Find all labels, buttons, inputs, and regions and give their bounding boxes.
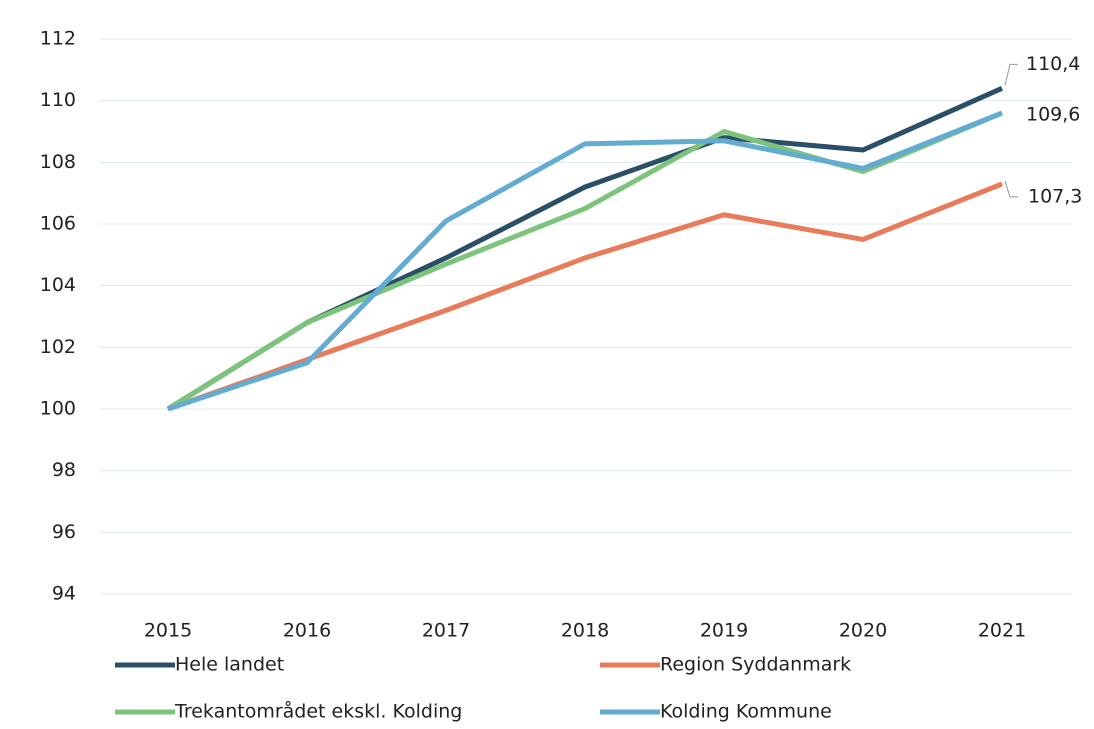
data-label: 110,4 <box>1026 53 1080 75</box>
y-tick-label: 100 <box>40 398 76 420</box>
y-tick-label: 104 <box>40 274 76 296</box>
x-tick-label: 2020 <box>839 620 887 642</box>
leader-line <box>1004 63 1018 86</box>
legend-label: Kolding Kommune <box>660 701 832 723</box>
data-label: 109,6 <box>1026 104 1080 126</box>
y-tick-label: 106 <box>40 213 76 235</box>
y-tick-label: 98 <box>52 459 76 481</box>
x-tick-label: 2021 <box>978 620 1026 642</box>
series-line <box>167 181 1003 412</box>
y-tick-label: 112 <box>40 28 76 50</box>
data-label: 107,3 <box>1028 185 1082 207</box>
x-tick-label: 2015 <box>144 620 192 642</box>
series-line <box>167 110 1003 412</box>
legend-label: Region Syddanmark <box>660 654 851 676</box>
x-tick-label: 2019 <box>700 620 748 642</box>
y-tick-label: 96 <box>52 521 76 543</box>
y-tick-label: 102 <box>40 336 76 358</box>
x-tick-label: 2016 <box>283 620 331 642</box>
x-tick-label: 2017 <box>422 620 470 642</box>
series-line <box>166 110 1003 412</box>
y-tick-label: 108 <box>40 151 76 173</box>
y-tick-label: 94 <box>52 583 76 605</box>
series-line <box>166 86 1004 412</box>
x-tick-label: 2018 <box>561 620 609 642</box>
legend-label: Hele landet <box>175 654 284 676</box>
leader-line <box>1004 180 1018 198</box>
legend-label: Trekantområdet ekskl. Kolding <box>174 700 462 723</box>
y-tick-label: 110 <box>40 89 76 111</box>
